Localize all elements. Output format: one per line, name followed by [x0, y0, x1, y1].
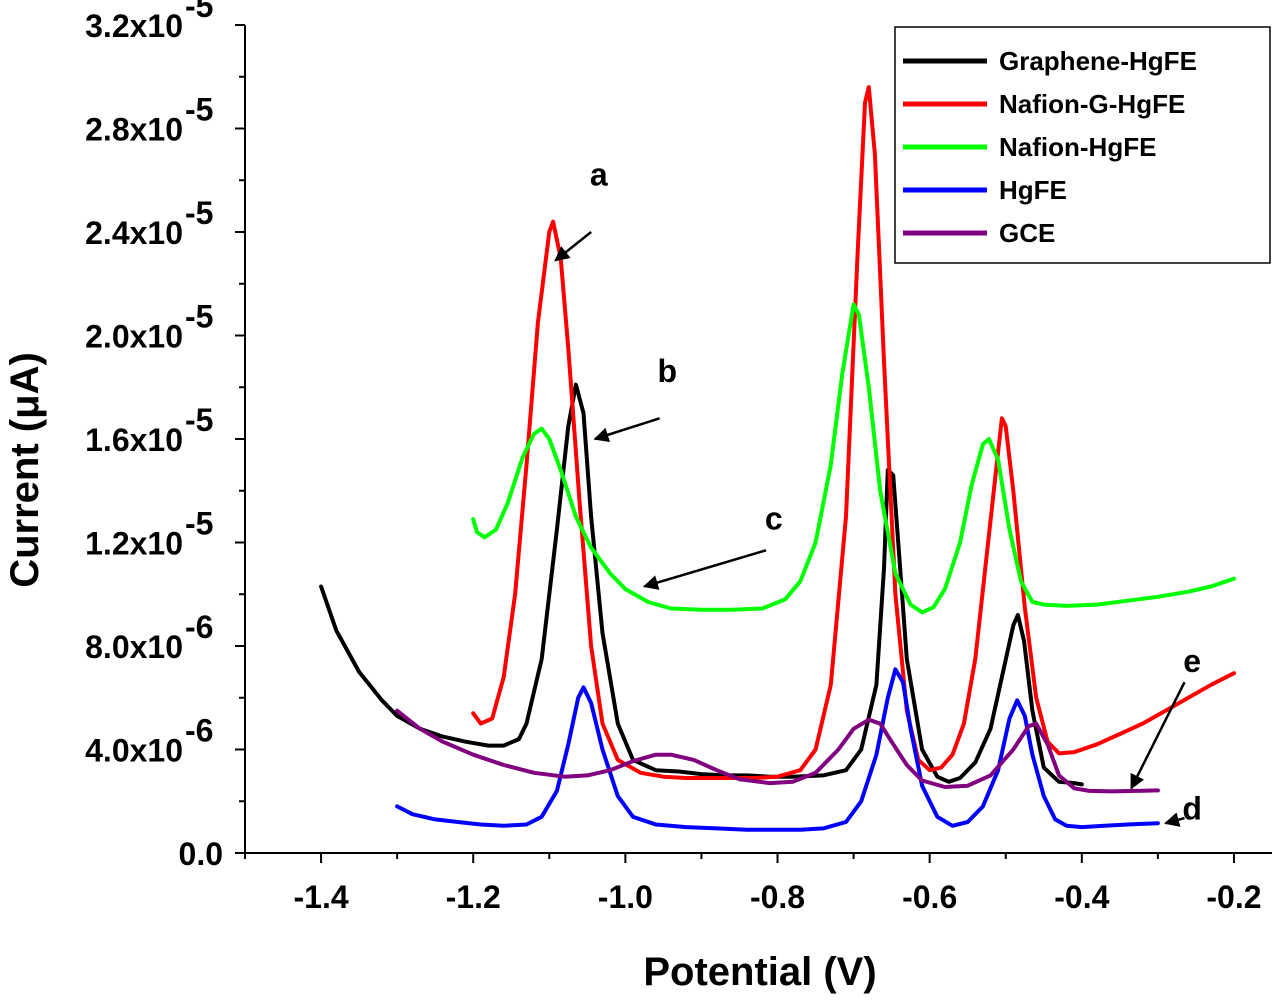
legend-label: HgFE — [999, 175, 1067, 205]
annotation-arrow-c — [642, 549, 767, 590]
series-line-graphene-hgfe — [319, 382, 1084, 787]
series-line-nafion-g-hgfe — [471, 85, 1236, 780]
x-tick-label: -0.2 — [1206, 879, 1261, 915]
x-tick-label: -0.4 — [1054, 879, 1109, 915]
y-tick-label: 0.0 — [179, 836, 223, 872]
y-tick-exponent: -5 — [185, 299, 213, 335]
y-tick-label: 2.4x10 — [85, 215, 183, 251]
y-tick-label: 2.0x10 — [85, 319, 183, 355]
x-tick-label: -1.0 — [598, 879, 653, 915]
annotation-label-b: b — [657, 353, 677, 389]
y-tick-label: 2.8x10 — [85, 112, 183, 148]
x-axis-title: Potential (V) — [643, 950, 876, 994]
legend-label: Graphene-HgFE — [999, 46, 1197, 76]
legend-label: Nafion-G-HgFE — [999, 89, 1185, 119]
annotation-label-d: d — [1182, 790, 1202, 826]
y-tick-exponent: -5 — [185, 506, 213, 542]
y-tick-exponent: -6 — [185, 609, 213, 645]
series-line-gce — [395, 708, 1160, 794]
y-axis-title: Current (μA) — [3, 352, 47, 588]
y-tick-exponent: -5 — [185, 0, 213, 24]
y-tick-exponent: -5 — [185, 92, 213, 128]
annotation-label-c: c — [765, 501, 783, 537]
x-tick-label: -1.2 — [446, 879, 501, 915]
annotation-label-a: a — [590, 156, 608, 192]
x-tick-label: -0.6 — [902, 879, 957, 915]
annotation-arrow-d — [1164, 812, 1185, 827]
y-tick-exponent: -6 — [185, 713, 213, 749]
legend-label: GCE — [999, 218, 1055, 248]
y-tick-exponent: -5 — [185, 402, 213, 438]
series-line-nafion-hgfe — [471, 302, 1236, 615]
x-tick-label: -1.4 — [294, 879, 349, 915]
x-tick-label: -0.8 — [750, 879, 805, 915]
y-tick-label: 3.2x10 — [85, 8, 183, 44]
y-tick-exponent: -5 — [185, 195, 213, 231]
y-tick-label: 1.2x10 — [85, 526, 183, 562]
series-line-hgfe — [395, 667, 1160, 832]
legend-label: Nafion-HgFE — [999, 132, 1156, 162]
annotation-arrow-e — [1130, 681, 1186, 790]
y-tick-label: 1.6x10 — [85, 422, 183, 458]
annotation-arrow-b — [593, 417, 660, 443]
y-tick-label: 4.0x10 — [85, 733, 183, 769]
annotation-arrow-a — [554, 231, 592, 262]
y-tick-label: 8.0x10 — [85, 629, 183, 665]
annotation-label-e: e — [1183, 643, 1201, 679]
